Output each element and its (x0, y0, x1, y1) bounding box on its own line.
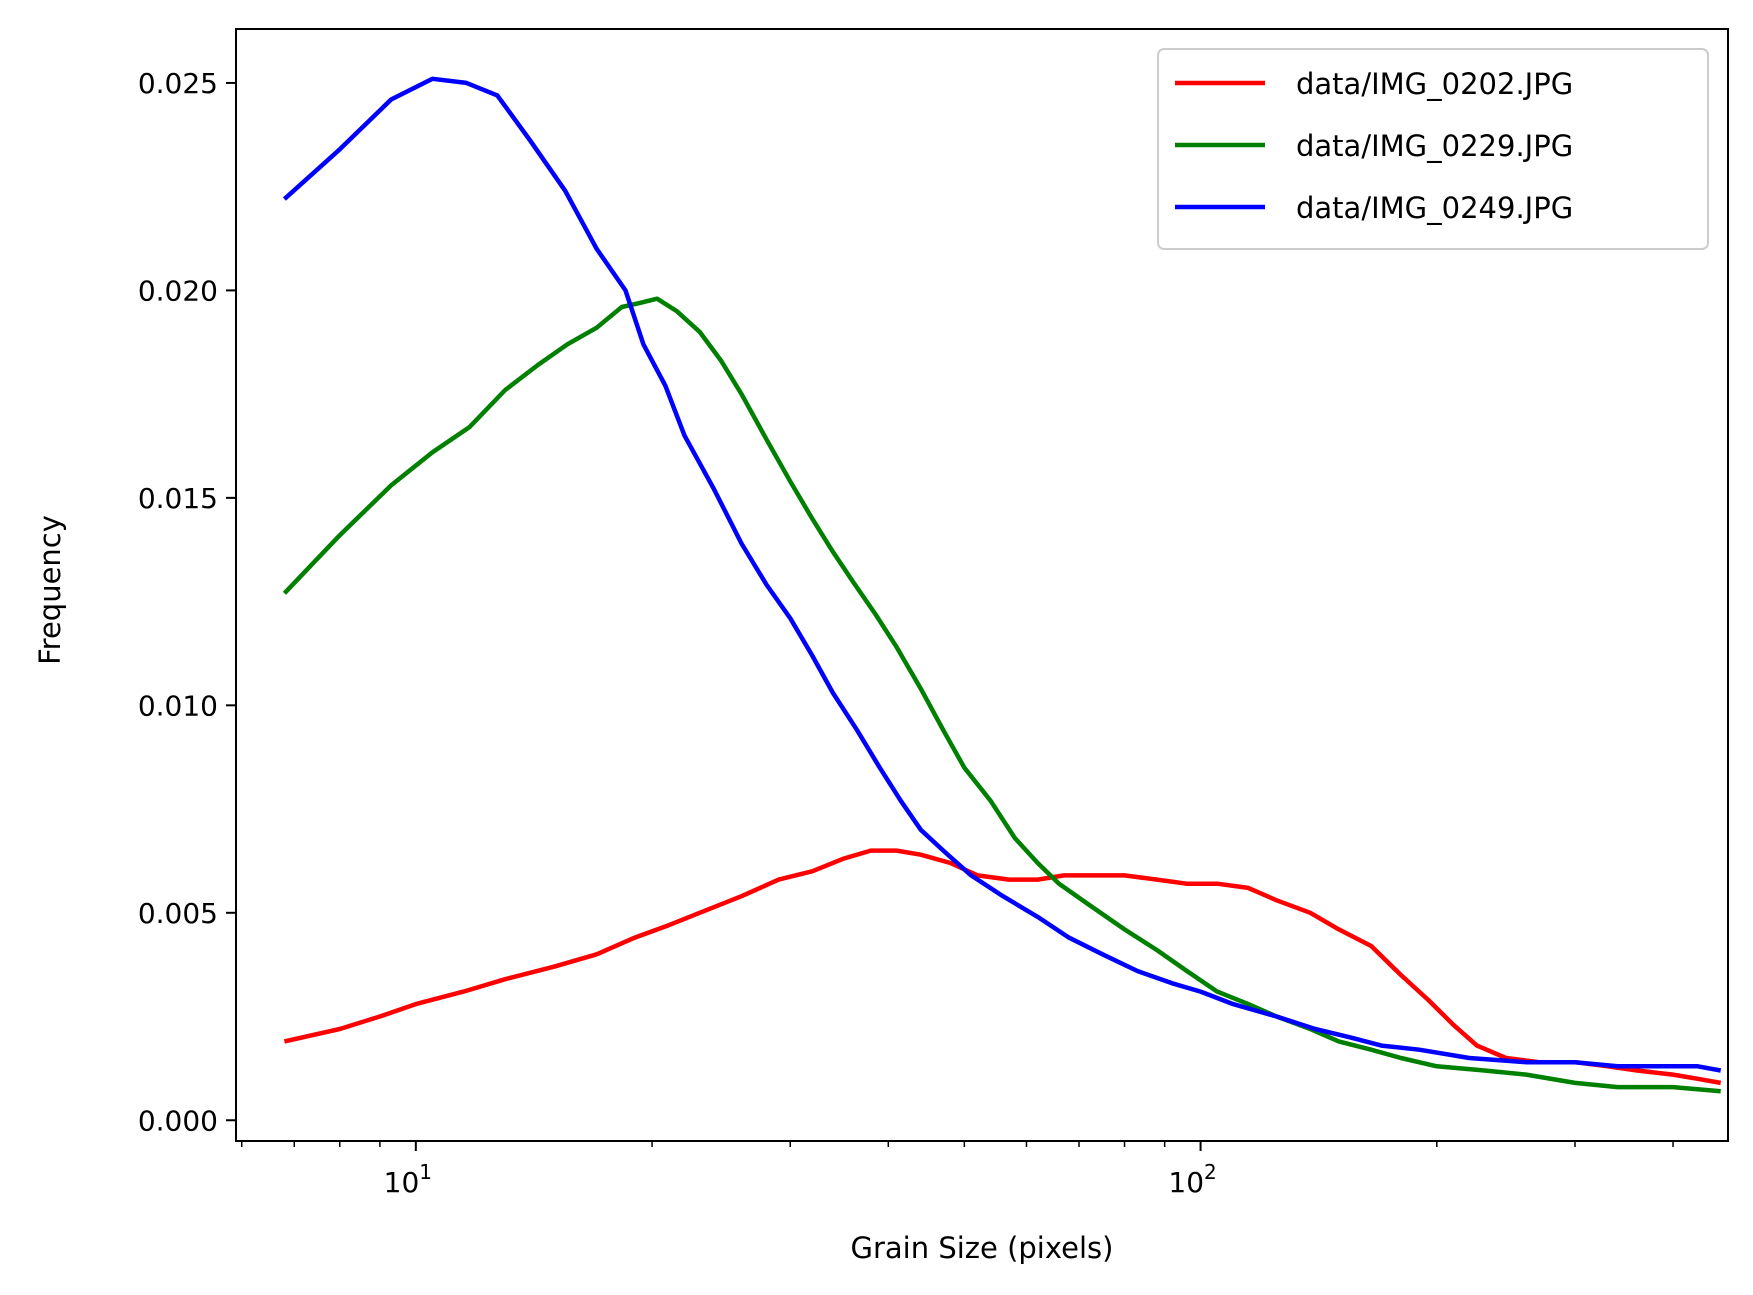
x-axis-label: Grain Size (pixels) (851, 1231, 1114, 1265)
y-tick-label: 0.025 (138, 67, 218, 100)
y-tick-label: 0.020 (138, 274, 218, 307)
y-tick-label: 0.000 (138, 1104, 218, 1137)
plot-area-frame (235, 28, 1729, 1142)
plot-lines (282, 76, 1722, 1094)
y-tick-label: 0.010 (138, 689, 218, 722)
y-tick-label: 0.015 (138, 482, 218, 515)
legend-label: data/IMG_0249.JPG (1296, 191, 1573, 225)
y-tick-label: 0.005 (138, 897, 218, 930)
y-axis-ticks: 0.000 0.005 0.010 0.015 0.020 0.025 (138, 67, 236, 1137)
legend-label: data/IMG_0229.JPG (1296, 129, 1573, 163)
legend-box (1157, 48, 1709, 250)
legend-label: data/IMG_0202.JPG (1296, 67, 1573, 101)
series-line-2 (282, 296, 1721, 1094)
legend: data/IMG_0202.JPG data/IMG_0229.JPG data/I… (1157, 48, 1709, 250)
x-tick-label: 101 (384, 1160, 432, 1199)
series-line-1 (283, 848, 1722, 1086)
series-line-3 (282, 76, 1722, 1073)
y-axis-label: Frequency (33, 515, 67, 665)
